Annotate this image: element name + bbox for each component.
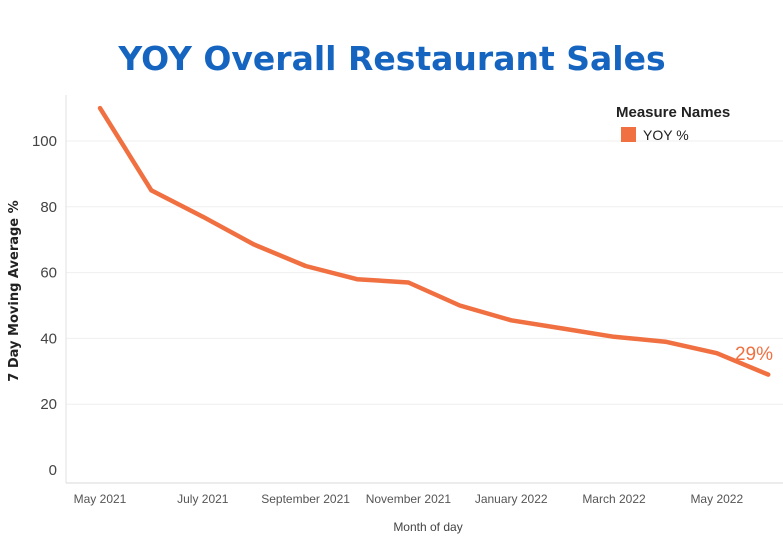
end-value-annotation: 29% <box>735 344 773 365</box>
y-tick-label: 100 <box>32 133 57 150</box>
y-tick-label: 40 <box>40 330 57 347</box>
data-point <box>200 214 205 219</box>
legend: Measure Names YOY % <box>616 104 730 143</box>
x-tick-label: November 2021 <box>366 492 452 506</box>
data-point <box>406 280 411 285</box>
data-point <box>714 351 719 356</box>
data-point <box>355 277 359 282</box>
x-axis-ticks: May 2021 July 2021 September 2021 November … <box>74 492 744 506</box>
data-point <box>98 106 102 111</box>
y-axis-label: 7 Day Moving Average % <box>7 200 22 381</box>
y-tick-label: 60 <box>40 265 57 282</box>
series-layer <box>97 105 771 377</box>
data-point <box>303 264 308 268</box>
x-tick-label: March 2022 <box>582 492 646 506</box>
y-tick-label: 20 <box>40 396 57 413</box>
y-tick-label: 0 <box>49 462 57 479</box>
x-tick-label: July 2021 <box>177 492 229 506</box>
x-tick-label: May 2021 <box>74 492 127 506</box>
series-line-yoy <box>97 105 771 377</box>
data-point <box>663 339 668 344</box>
x-axis-label: Month of day <box>393 520 462 534</box>
data-point <box>766 372 771 377</box>
y-tick-label: 80 <box>40 199 57 216</box>
legend-swatch <box>621 127 636 142</box>
data-point <box>457 303 462 308</box>
data-point <box>509 318 514 323</box>
data-point <box>149 188 154 193</box>
chart-title: YOY Overall Restaurant Sales <box>117 39 665 78</box>
data-point <box>252 242 257 247</box>
x-tick-label: September 2021 <box>261 492 350 506</box>
x-tick-label: January 2022 <box>475 492 548 506</box>
x-tick-label: May 2022 <box>690 492 743 506</box>
data-point <box>560 326 565 331</box>
data-point <box>612 334 616 339</box>
y-axis-ticks: 0 20 40 60 80 100 <box>32 133 57 479</box>
legend-title: Measure Names <box>616 104 730 121</box>
legend-label: YOY % <box>643 127 689 143</box>
